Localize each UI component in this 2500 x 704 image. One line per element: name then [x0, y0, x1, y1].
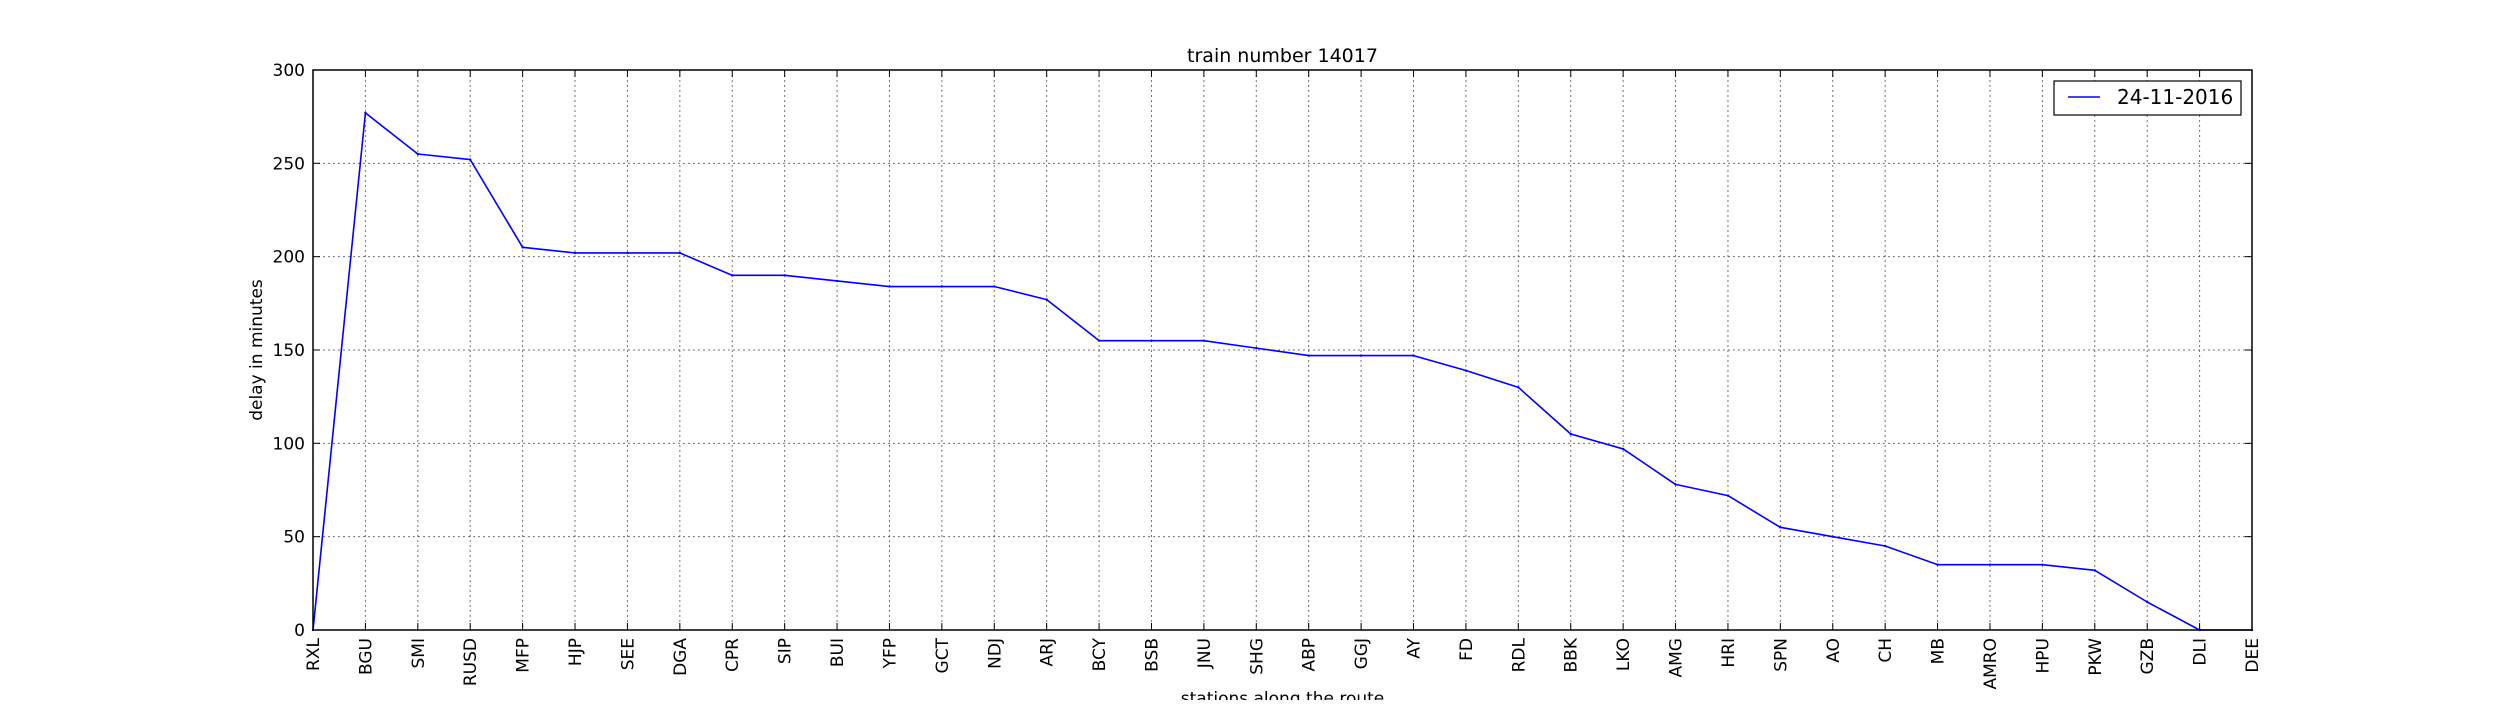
y-tick-label: 0 [294, 621, 305, 641]
x-tick-label: HJP [566, 638, 586, 666]
x-tick-label: LKO [1614, 638, 1634, 671]
x-tick-label: NDJ [985, 638, 1005, 669]
series-line [312, 112, 2252, 631]
y-tick-label: 250 [273, 154, 305, 174]
data-point [1883, 544, 1887, 548]
data-point [2041, 563, 2044, 566]
data-point [835, 279, 839, 283]
data-point [1517, 386, 1520, 389]
x-tick-label: GCT [933, 637, 953, 673]
y-tick-label: 100 [273, 434, 305, 454]
data-point [1831, 535, 1834, 538]
x-tick-label: BUI [828, 638, 848, 667]
data-point [1412, 354, 1415, 357]
x-tick-label: HRI [1719, 638, 1739, 668]
data-point [1307, 354, 1310, 357]
data-point [783, 274, 786, 277]
y-axis-title: delay in minutes [247, 279, 267, 421]
data-point [521, 246, 524, 249]
x-tick-label: SIP [776, 638, 796, 664]
data-point [364, 111, 367, 115]
x-tick-labels: RXL BGU SMI RUSD MFP HJP SEE DGA CPR SIP BUI YFP GCT… [304, 637, 2263, 689]
x-tick-label: CPR [723, 638, 743, 672]
chart-title: train number 14017 [1187, 45, 1378, 67]
x-tick-label: GZB [2138, 638, 2158, 674]
x-tick-label: AMRO [1981, 638, 2001, 690]
x-tick-label: DGA [671, 638, 691, 676]
data-point [1726, 494, 1730, 497]
x-tick-label: GGJ [1352, 638, 1372, 669]
data-point [1464, 369, 1468, 372]
x-tick-label: SPN [1771, 638, 1791, 672]
x-tick-label: HPU [2033, 638, 2053, 673]
x-tick-label: AMG [1667, 638, 1687, 677]
x-tick-label: SHG [1247, 638, 1267, 675]
data-point [888, 285, 891, 288]
data-point [1621, 447, 1625, 451]
data-point [993, 285, 996, 288]
data-point [1569, 432, 1572, 436]
x-tick-label: ARJ [1038, 638, 1058, 666]
data-point [1255, 346, 1258, 350]
x-tick-label: FD [1457, 638, 1477, 661]
x-tick-label: BCY [1090, 637, 1110, 671]
x-tick-label: AO [1824, 638, 1844, 663]
data-point [1988, 563, 1992, 566]
x-tick-label: JNU [1195, 638, 1215, 669]
tick-marks [312, 69, 2253, 631]
data-point [573, 251, 577, 255]
x-tick-label: MB [1929, 638, 1949, 664]
x-tick-label: MFP [514, 638, 534, 673]
x-tick-label: AY [1405, 637, 1425, 658]
legend-label: 24-11-2016 [2117, 85, 2233, 109]
y-tick-label: 50 [283, 528, 305, 548]
data-point [940, 285, 944, 288]
legend-box [2053, 80, 2242, 116]
data-point [626, 251, 629, 255]
series-layer [311, 111, 2254, 632]
data-point [469, 158, 472, 161]
data-point [678, 251, 682, 255]
data-point [2093, 569, 2096, 572]
x-tick-label: RXL [304, 637, 324, 670]
data-point [1045, 298, 1048, 301]
x-tick-label: DLI [2191, 638, 2211, 666]
data-point [1097, 339, 1101, 342]
x-tick-label: BSB [1142, 638, 1162, 672]
x-tick-label: YFP [880, 638, 900, 669]
y-tick-labels: 0 50 100 150 200 250 300 [273, 61, 305, 641]
x-tick-label: BGU [356, 638, 376, 675]
data-point [1779, 526, 1782, 529]
data-point [1674, 483, 1677, 486]
x-tick-label: ABP [1300, 638, 1320, 672]
y-tick-label: 300 [273, 61, 305, 81]
y-tick-label: 150 [273, 341, 305, 361]
data-point [416, 152, 420, 156]
x-tick-label: DEE [2243, 638, 2263, 673]
x-tick-label: SEE [618, 638, 638, 670]
x-axis-title: stations along the route [1181, 689, 1385, 700]
data-point [1202, 339, 1206, 342]
data-point [1359, 354, 1363, 357]
data-point [1936, 563, 1939, 566]
y-tick-label: 200 [273, 248, 305, 268]
x-tick-label: RDL [1509, 637, 1529, 672]
data-point [2145, 600, 2149, 604]
x-tick-label: CH [1876, 638, 1896, 663]
x-tick-label: RUSD [461, 638, 481, 686]
grid-lines [313, 70, 2252, 630]
data-point [1150, 339, 1153, 342]
legend: 24-11-2016 [2053, 80, 2242, 116]
data-point [731, 274, 734, 277]
x-tick-label: PKW [2086, 638, 2106, 676]
x-tick-label: BBK [1562, 637, 1582, 672]
x-tick-label: SMI [409, 638, 429, 668]
